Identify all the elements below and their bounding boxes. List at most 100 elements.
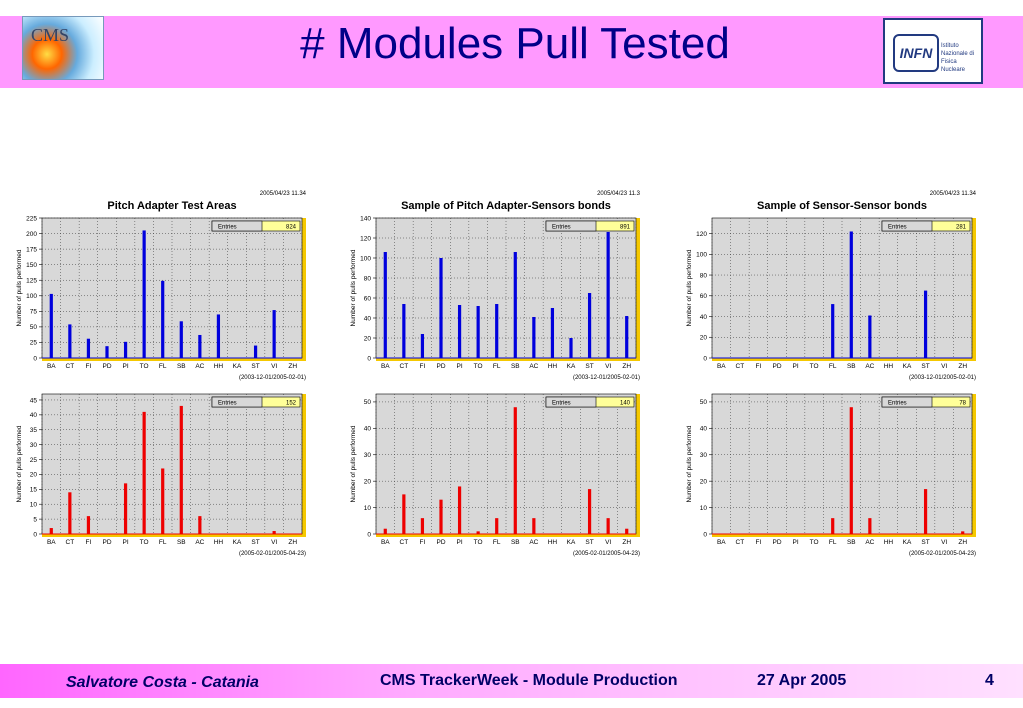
footer-page-number: 4 [985, 672, 994, 689]
y-tick-label: 120 [696, 231, 707, 238]
bar-zh [625, 316, 629, 358]
bar-to [142, 230, 146, 358]
x-tick-label: AC [195, 539, 204, 546]
x-tick-label: AC [865, 363, 874, 370]
chart-timestamp: 2005/04/23 11.3 [597, 191, 641, 197]
bar-fl [831, 518, 835, 534]
chart-title: Sample of Sensor-Sensor bonds [757, 200, 927, 212]
x-tick-label: FI [86, 539, 92, 546]
y-tick-label: 100 [26, 293, 37, 300]
y-tick-label: 50 [30, 324, 38, 331]
stats-label-box [211, 220, 263, 232]
y-tick-label: 30 [364, 452, 372, 459]
chart-date-range: (2003-12-01/2005-02-01) [239, 375, 306, 381]
x-tick-label: TO [810, 539, 819, 546]
x-tick-label: AC [195, 363, 204, 370]
x-tick-label: FI [86, 363, 92, 370]
y-tick-label: 0 [33, 355, 37, 362]
bar-ba [49, 293, 53, 358]
chart-date-range: (2003-12-01/2005-02-01) [909, 375, 976, 381]
x-tick-label: PI [456, 539, 462, 546]
page-title: # Modules Pull Tested [300, 19, 730, 68]
chart-pitch-adapter-sensors-bonds: 2005/04/23 11.3 Sample of Pitch Adapter-S… [348, 186, 668, 382]
y-tick-label: 10 [364, 505, 372, 512]
x-tick-label: FL [159, 363, 167, 370]
infn-logo-subtext: Istituto Nazionale di Fisica Nucleare [941, 43, 975, 73]
y-tick-label: 140 [360, 215, 371, 222]
y-tick-label: 125 [26, 278, 37, 285]
header-band [0, 0, 1023, 88]
x-tick-label: HH [884, 363, 894, 370]
y-tick-label: 10 [700, 505, 708, 512]
bar-sb [849, 407, 853, 534]
bar-ac [868, 518, 872, 534]
x-tick-label: KA [903, 539, 912, 546]
stats-entries-value: 891 [620, 225, 631, 231]
bar-pd [439, 499, 443, 534]
y-tick-label: 60 [364, 295, 372, 302]
x-tick-label: ZH [958, 363, 967, 370]
x-tick-label: FL [159, 539, 167, 546]
y-axis-label: Number of pulls performed [686, 249, 693, 326]
bar-to [476, 306, 480, 358]
x-tick-label: ST [921, 363, 929, 370]
bar-ba [383, 252, 387, 358]
y-axis-label: Number of pulls performed [350, 249, 357, 326]
bar-to [476, 531, 480, 534]
stats-entries-label: Entries [218, 225, 237, 231]
chart-title: Pitch Adapter Test Areas [107, 200, 236, 212]
x-tick-label: CT [736, 363, 745, 370]
bar-fl [161, 280, 165, 358]
y-tick-label: 20 [700, 335, 708, 342]
stats-entries-value: 152 [286, 401, 297, 407]
stats-label-box [881, 396, 933, 408]
bar-fi [420, 518, 425, 534]
bar-vi [272, 531, 276, 534]
y-tick-label: 80 [364, 275, 372, 282]
x-tick-label: ST [585, 363, 593, 370]
chart-timestamp: 2005/04/23 11.34 [930, 191, 977, 197]
bar-fl [831, 304, 835, 358]
chart-sensor-sensor-bonds-recent: 0 10 20 30 40 50 BA CT FI PD PI TO FL SB AC HH KA ST VI ZH E… [684, 388, 1004, 558]
stats-entries-label: Entries [888, 225, 907, 231]
bar-fi [86, 338, 91, 358]
x-tick-label: ZH [288, 539, 297, 546]
bar-st [923, 489, 928, 534]
x-tick-label: HH [214, 363, 224, 370]
x-tick-label: KA [567, 539, 576, 546]
y-tick-label: 40 [364, 315, 372, 322]
bar-pi [457, 486, 462, 534]
stats-entries-value: 140 [620, 401, 631, 407]
x-tick-label: FL [493, 363, 501, 370]
bar-fl [161, 468, 165, 534]
bar-ac [198, 334, 202, 358]
x-tick-label: PI [122, 363, 128, 370]
y-tick-label: 50 [364, 399, 372, 406]
bar-st [587, 293, 592, 358]
x-tick-label: TO [140, 539, 149, 546]
y-tick-label: 35 [30, 427, 38, 434]
x-tick-label: FL [829, 363, 837, 370]
x-tick-label: AC [865, 539, 874, 546]
bar-ct [68, 324, 72, 358]
stats-entries-value: 78 [959, 401, 966, 407]
chart-svg: 0 5 10 15 20 25 30 35 40 45 BA CT FI PD PI TO FL SB AC HH KA… [16, 393, 306, 557]
x-tick-label: FI [420, 539, 426, 546]
x-tick-label: TO [810, 363, 819, 370]
bar-ba [49, 528, 53, 534]
x-tick-label: ST [585, 539, 593, 546]
y-tick-label: 150 [26, 262, 37, 269]
bar-ac [198, 516, 202, 534]
y-tick-label: 225 [26, 215, 37, 222]
bar-pi [123, 483, 128, 534]
bar-vi [606, 518, 610, 534]
x-tick-label: TO [140, 363, 149, 370]
y-tick-label: 100 [360, 255, 371, 262]
x-tick-label: FL [493, 539, 501, 546]
bar-hh [550, 308, 555, 358]
x-tick-label: KA [233, 363, 242, 370]
x-tick-label: ST [251, 363, 259, 370]
chart-svg: 2005/04/23 11.3 Sample of Pitch Adapter-S… [350, 191, 641, 381]
bar-ac [532, 518, 536, 534]
